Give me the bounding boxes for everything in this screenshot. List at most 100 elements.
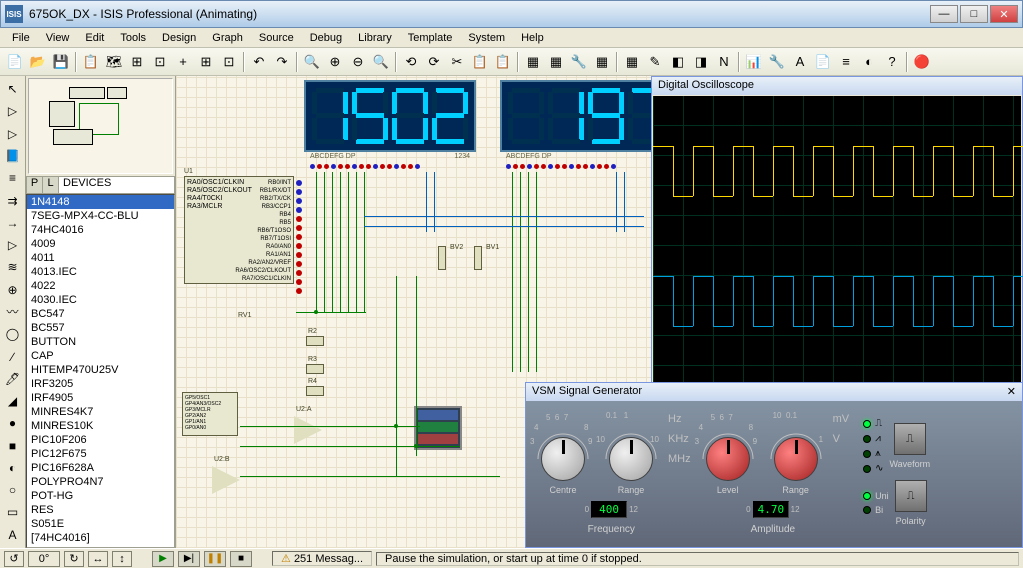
device-item[interactable]: BC557 (27, 321, 174, 335)
device-item[interactable]: POLYPRO4N7 (27, 475, 174, 489)
toolbar-btn-40[interactable]: 📄 (812, 51, 834, 73)
device-item[interactable]: PIC12F675 (27, 447, 174, 461)
device-item[interactable]: 4011 (27, 251, 174, 265)
tool-btn-2[interactable]: ▷ (2, 124, 24, 144)
tool-btn-10[interactable]: 〰 (2, 302, 24, 322)
play-button[interactable]: ▶ (152, 551, 174, 567)
toolbar-btn-20[interactable]: ⟲ (400, 51, 422, 73)
device-item[interactable]: MINRES10K (27, 419, 174, 433)
rotation-value[interactable]: 0° (28, 551, 60, 567)
toolbar-btn-32[interactable]: ✎ (644, 51, 666, 73)
toolbar-btn-38[interactable]: 🔧 (766, 51, 788, 73)
waveform-button[interactable]: ⎍ (894, 423, 926, 455)
toolbar-btn-27[interactable]: ▦ (545, 51, 567, 73)
tool-btn-16[interactable]: ■ (2, 436, 24, 456)
menu-graph[interactable]: Graph (204, 30, 251, 46)
tool-btn-1[interactable]: ▷ (2, 101, 24, 121)
menu-edit[interactable]: Edit (77, 30, 112, 46)
toolbar-btn-24[interactable]: 📋 (492, 51, 514, 73)
toolbar-btn-23[interactable]: 📋 (469, 51, 491, 73)
device-item[interactable]: HITEMP470U25V (27, 363, 174, 377)
device-item[interactable]: MINRES4K7 (27, 405, 174, 419)
minimize-button[interactable]: — (930, 5, 958, 23)
signal-generator-window[interactable]: VSM Signal Generator ✕ Centre 5 6 7 4 8 (525, 382, 1023, 548)
siggen-close-icon[interactable]: ✕ (1007, 385, 1016, 399)
devices-list[interactable]: 1N41487SEG-MPX4-CC-BLU74HC40164009401140… (26, 194, 175, 548)
tool-btn-14[interactable]: ◢ (2, 391, 24, 411)
stop-button[interactable]: ■ (230, 551, 252, 567)
tool-btn-0[interactable]: ↖ (2, 79, 24, 99)
toolbar-btn-22[interactable]: ✂ (446, 51, 468, 73)
tool-btn-8[interactable]: ≋ (2, 257, 24, 277)
toolbar-btn-7[interactable]: ⊡ (149, 51, 171, 73)
toolbar-btn-9[interactable]: ⊞ (195, 51, 217, 73)
tool-btn-20[interactable]: A (2, 525, 24, 545)
menu-debug[interactable]: Debug (302, 30, 350, 46)
device-item[interactable]: 4030.IEC (27, 293, 174, 307)
toolbar-btn-1[interactable]: 📂 (27, 51, 49, 73)
overview-map[interactable] (28, 78, 173, 174)
amp-level-dial[interactable]: Level 5 6 7 4 8 3 9 (697, 409, 759, 495)
device-item[interactable]: POT-HG (27, 489, 174, 503)
device-item[interactable]: 7SEG-MPX4-CC-BLU (27, 209, 174, 223)
device-item[interactable]: IRF4905 (27, 391, 174, 405)
toolbar-btn-5[interactable]: 🗺 (103, 51, 125, 73)
step-button[interactable]: ▶| (178, 551, 200, 567)
menu-design[interactable]: Design (154, 30, 204, 46)
close-button[interactable]: ✕ (990, 5, 1018, 23)
maximize-button[interactable]: □ (960, 5, 988, 23)
tool-btn-3[interactable]: 📘 (2, 146, 24, 166)
tool-btn-4[interactable]: ≡ (2, 168, 24, 188)
schematic-canvas[interactable]: ABCDEFG DP 1234 ABCDEFG DP 1234 RA0/OSC1… (176, 76, 1023, 548)
menu-system[interactable]: System (460, 30, 513, 46)
device-item[interactable]: IRF3205 (27, 377, 174, 391)
toolbar-btn-16[interactable]: ⊕ (324, 51, 346, 73)
toolbar-btn-10[interactable]: ⊡ (218, 51, 240, 73)
toolbar-btn-45[interactable]: 🔴 (911, 51, 933, 73)
toolbar-btn-42[interactable]: ◐ (858, 51, 880, 73)
tool-btn-17[interactable]: ◐ (2, 458, 24, 478)
device-item[interactable]: PIC16F628A (27, 461, 174, 475)
device-item[interactable]: 74HC4016 (27, 223, 174, 237)
device-item[interactable]: PIC10F206 (27, 433, 174, 447)
menu-tools[interactable]: Tools (112, 30, 154, 46)
oscilloscope-window[interactable]: Digital Oscilloscope (651, 76, 1023, 396)
device-item[interactable]: BC547 (27, 307, 174, 321)
freq-range-dial[interactable]: Range 0.1 1 10 10 (600, 409, 662, 495)
toolbar-btn-41[interactable]: ≡ (835, 51, 857, 73)
toolbar-btn-43[interactable]: ? (881, 51, 903, 73)
devices-tab-p[interactable]: P (27, 177, 43, 193)
toolbar-btn-29[interactable]: ▦ (591, 51, 613, 73)
freq-centre-dial[interactable]: Centre 5 6 7 4 8 3 9 (532, 409, 594, 495)
flip-v-button[interactable]: ↕ (112, 551, 132, 567)
devices-tab-l[interactable]: L (43, 177, 59, 193)
toolbar-btn-17[interactable]: ⊖ (347, 51, 369, 73)
rotate-cw-button[interactable]: ↻ (64, 551, 84, 567)
tool-btn-7[interactable]: ▷ (2, 235, 24, 255)
tool-btn-6[interactable]: → (2, 213, 24, 233)
polarity-button[interactable]: ⎍ (895, 480, 927, 512)
menu-template[interactable]: Template (400, 30, 461, 46)
toolbar-btn-21[interactable]: ⟳ (423, 51, 445, 73)
tool-btn-15[interactable]: ● (2, 413, 24, 433)
toolbar-btn-2[interactable]: 💾 (50, 51, 72, 73)
tool-btn-5[interactable]: ⇉ (2, 190, 24, 210)
menu-help[interactable]: Help (513, 30, 552, 46)
device-item[interactable]: 4013.IEC (27, 265, 174, 279)
tool-btn-12[interactable]: ∕ (2, 346, 24, 366)
rotate-ccw-button[interactable]: ↺ (4, 551, 24, 567)
toolbar-btn-18[interactable]: 🔍 (370, 51, 392, 73)
toolbar-btn-26[interactable]: ▦ (522, 51, 544, 73)
tool-btn-9[interactable]: ⊕ (2, 280, 24, 300)
menu-file[interactable]: File (4, 30, 38, 46)
toolbar-btn-39[interactable]: A (789, 51, 811, 73)
device-item[interactable]: RES (27, 503, 174, 517)
tool-btn-11[interactable]: ◯ (2, 324, 24, 344)
menu-library[interactable]: Library (350, 30, 400, 46)
tool-btn-18[interactable]: ○ (2, 480, 24, 500)
toolbar-btn-12[interactable]: ↶ (248, 51, 270, 73)
amp-range-dial[interactable]: Range 10 0.1 1 (765, 409, 827, 495)
toolbar-btn-15[interactable]: 🔍 (301, 51, 323, 73)
toolbar-btn-37[interactable]: 📊 (743, 51, 765, 73)
device-item[interactable]: CAP (27, 349, 174, 363)
